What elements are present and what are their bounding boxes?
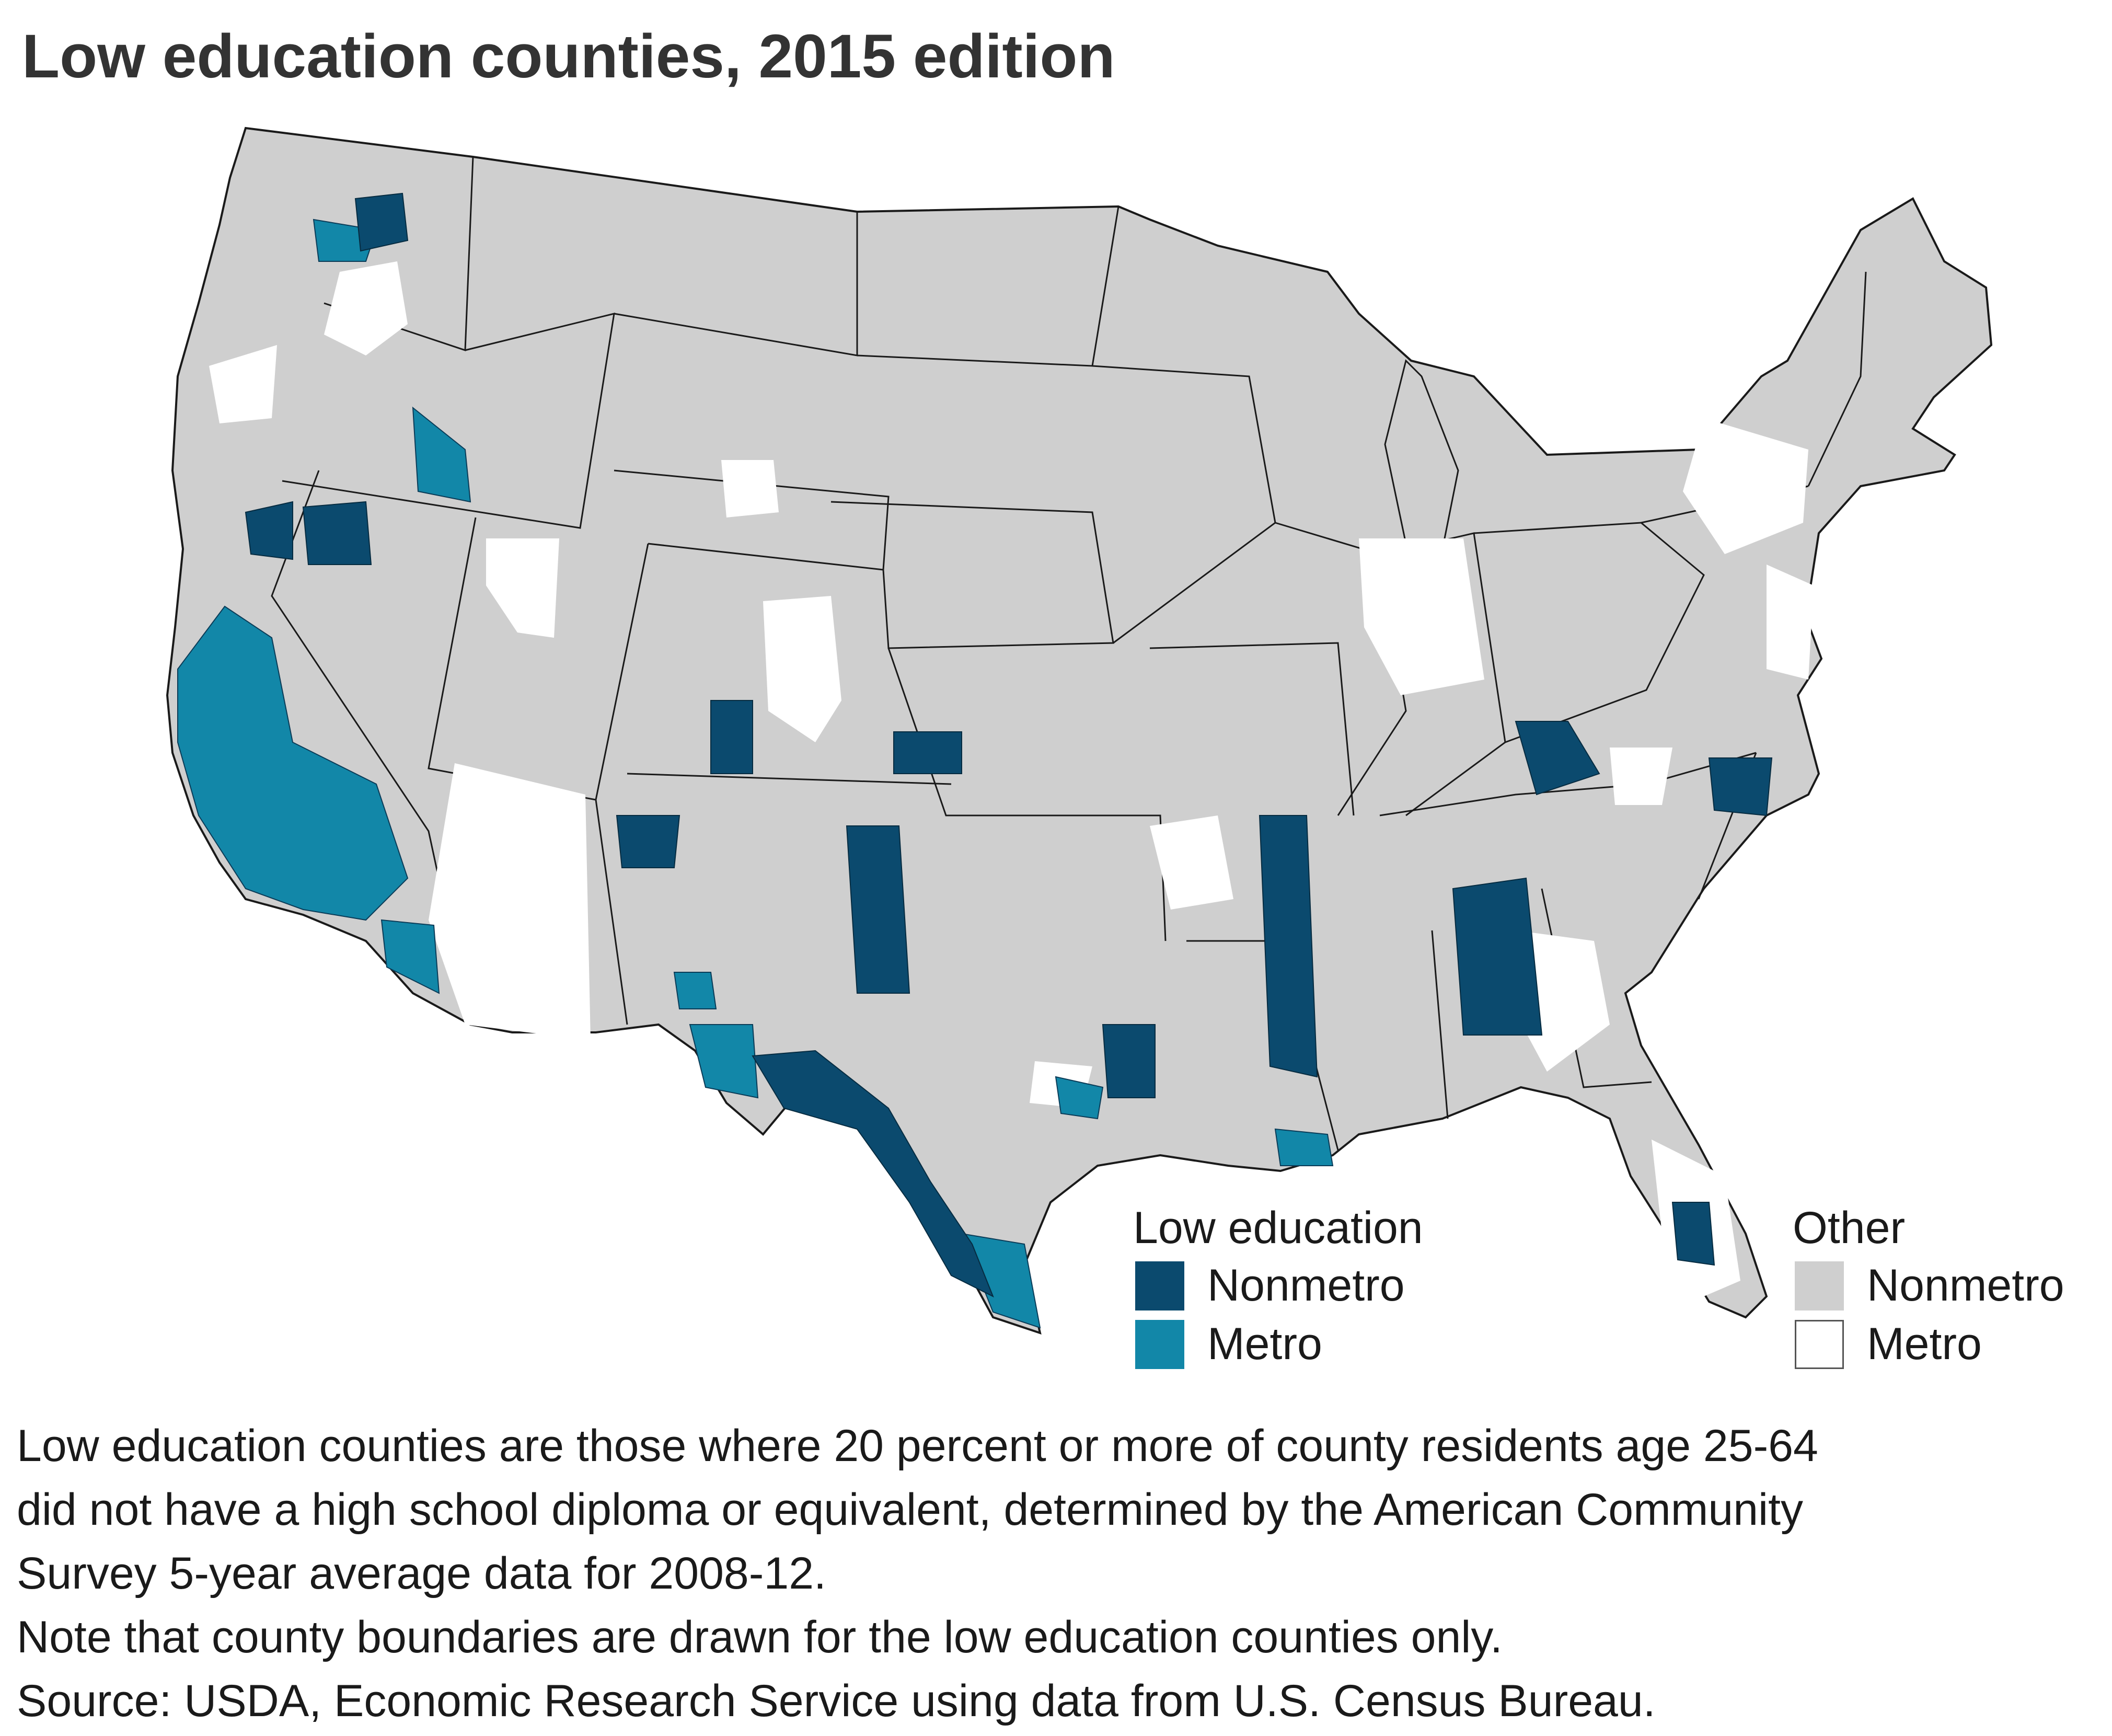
low-ed-metro-area bbox=[412, 406, 471, 503]
low-ed-nonmetro-area bbox=[846, 825, 910, 994]
low-ed-nonmetro-area bbox=[1102, 1024, 1156, 1098]
note-line: Low education counties are those where 2… bbox=[17, 1421, 1818, 1471]
metro-area bbox=[1150, 815, 1233, 910]
state-line bbox=[1092, 365, 1276, 644]
metro-area bbox=[1610, 748, 1672, 805]
metro-area bbox=[721, 460, 779, 518]
legend-label-low-nonmetro: Nonmetro bbox=[1207, 1260, 1405, 1310]
metro-other-areas bbox=[209, 261, 1814, 1296]
conus-base bbox=[166, 127, 1993, 1335]
low-ed-nonmetro-area bbox=[354, 192, 409, 252]
low-ed-nonmetro-area bbox=[245, 501, 293, 560]
metro-area bbox=[324, 261, 408, 355]
legend-item-low-nonmetro: Nonmetro bbox=[1135, 1260, 1405, 1312]
note-line: did not have a high school diploma or eq… bbox=[17, 1485, 1804, 1535]
low-ed-nonmetro-area bbox=[616, 815, 680, 868]
map-notes: Low education counties are those where 2… bbox=[17, 1414, 2102, 1733]
legend-swatch-low-nonmetro bbox=[1135, 1261, 1184, 1310]
low-ed-metro-area bbox=[380, 919, 440, 994]
legend-label-other-nonmetro: Nonmetro bbox=[1867, 1260, 2064, 1310]
metro-area bbox=[486, 538, 559, 638]
low-ed-nonmetro-area bbox=[1259, 815, 1318, 1078]
legend-item-other-nonmetro: Nonmetro bbox=[1795, 1260, 2064, 1312]
metro-area bbox=[429, 763, 591, 1040]
legend-other-heading: Other bbox=[1793, 1203, 1906, 1253]
metro-area bbox=[763, 596, 841, 742]
map-title: Low education counties, 2015 edition bbox=[22, 22, 1115, 91]
low-ed-nonmetro-area bbox=[893, 731, 962, 774]
note-line: Survey 5-year average data for 2008-12. bbox=[17, 1548, 826, 1599]
legend-item-low-metro: Metro bbox=[1135, 1318, 1322, 1370]
metro-area bbox=[1767, 565, 1814, 680]
low-ed-nonmetro-area bbox=[1671, 1202, 1715, 1266]
low-ed-nonmetro-area bbox=[1708, 757, 1773, 817]
low-ed-metro-area bbox=[689, 1024, 759, 1099]
low-ed-nonmetro-area bbox=[1515, 721, 1600, 796]
state-line bbox=[1473, 522, 1705, 743]
legend-swatch-low-metro bbox=[1135, 1319, 1184, 1369]
legend-item-other-metro: Metro bbox=[1795, 1318, 1982, 1370]
legend-label-low-metro: Metro bbox=[1207, 1319, 1322, 1369]
low-ed-metro-area bbox=[1055, 1076, 1104, 1120]
legend-label-other-metro: Metro bbox=[1867, 1319, 1982, 1369]
note-line: Note that county boundaries are drawn fo… bbox=[17, 1612, 1503, 1662]
low-ed-nonmetro-area bbox=[1452, 877, 1543, 1036]
low-ed-metro-area bbox=[177, 605, 409, 921]
metro-area bbox=[209, 345, 277, 423]
low-ed-nonmetro-area bbox=[302, 501, 372, 565]
metro-area bbox=[1683, 418, 1808, 554]
low-ed-metro-area bbox=[673, 972, 717, 1009]
state-line bbox=[1807, 271, 1867, 487]
low-education-metro bbox=[177, 219, 1334, 1329]
state-line bbox=[282, 313, 615, 529]
legend-low-education-heading: Low education bbox=[1133, 1203, 1423, 1253]
legend-swatch-other-nonmetro bbox=[1795, 1261, 1844, 1310]
conus-outline bbox=[166, 127, 1993, 1335]
low-education-nonmetro bbox=[245, 192, 1773, 1298]
state-line bbox=[1149, 642, 1355, 816]
low-ed-nonmetro-area bbox=[710, 700, 753, 774]
legend-swatch-other-metro bbox=[1795, 1319, 1844, 1369]
low-ed-nonmetro-area bbox=[752, 1050, 994, 1298]
metro-area bbox=[1359, 538, 1484, 695]
state-line bbox=[595, 773, 952, 1025]
county-map bbox=[166, 127, 1993, 1335]
low-ed-metro-area bbox=[1274, 1128, 1334, 1166]
source-line: Source: USDA, Economic Research Service … bbox=[17, 1676, 1656, 1726]
state-line bbox=[1379, 752, 1757, 817]
